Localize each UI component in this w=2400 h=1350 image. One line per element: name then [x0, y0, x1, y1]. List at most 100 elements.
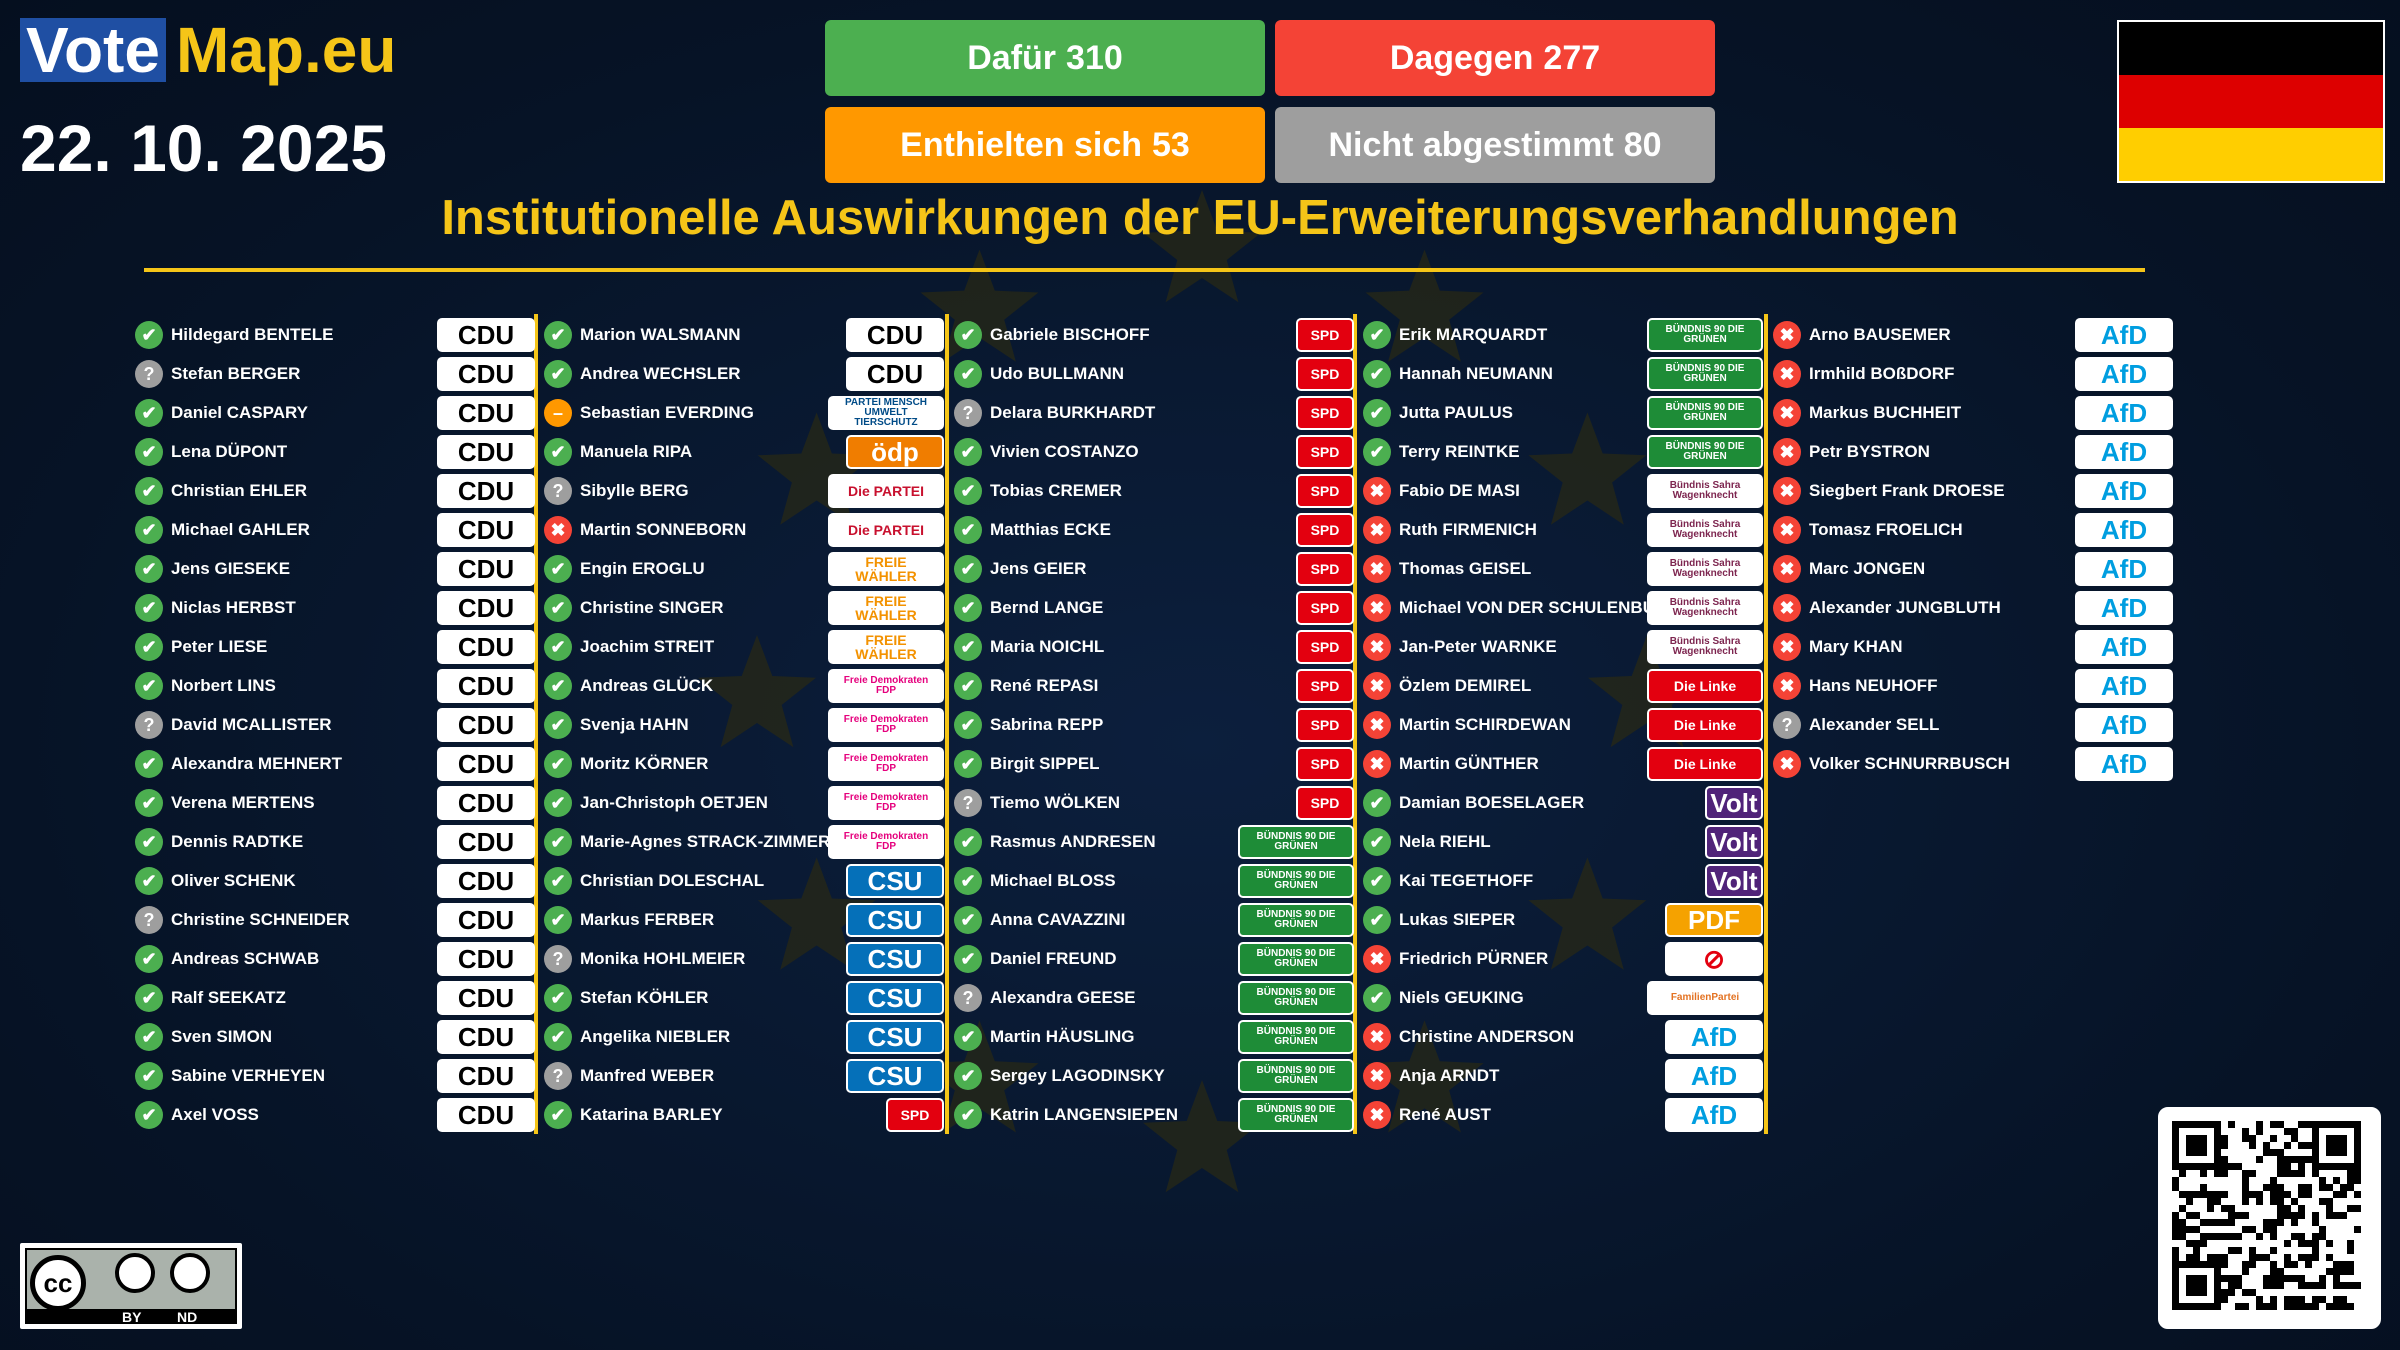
- qr-code[interactable]: [2158, 1107, 2381, 1329]
- member-name: Hildegard BENTELE: [171, 325, 334, 344]
- qr-module: [2347, 1268, 2354, 1275]
- qr-module: [2221, 1233, 2228, 1240]
- tally-button[interactable]: Nicht abgestimmt 80: [1275, 107, 1715, 183]
- qr-module: [2172, 1275, 2179, 1282]
- logo[interactable]: Vote Map.eu: [20, 18, 396, 82]
- party-logo: SPD: [1296, 552, 1354, 586]
- party-logo: Volt: [1705, 864, 1763, 898]
- member-name: Siegbert Frank DROESE: [1809, 481, 2005, 500]
- member-name: Michael VON DER SCHULENBURG: [1399, 598, 1647, 617]
- qr-module: [2179, 1170, 2186, 1177]
- vote-icon: ✔: [135, 750, 163, 778]
- party-logo: BÜNDNIS 90 DIE GRÜNEN: [1238, 903, 1354, 937]
- member-row: ✔ Michael GAHLER CDU: [135, 512, 535, 548]
- vote-icon: ✔: [954, 438, 982, 466]
- license-nd: ND: [177, 1309, 198, 1325]
- qr-module: [2326, 1212, 2333, 1219]
- qr-module: [2214, 1282, 2221, 1289]
- member-name: Hannah NEUMANN: [1399, 364, 1553, 383]
- qr-module: [2242, 1303, 2249, 1310]
- qr-module: [2277, 1205, 2284, 1212]
- qr-module: [2214, 1121, 2221, 1128]
- qr-module: [2214, 1191, 2221, 1198]
- vote-icon: ✖: [1363, 750, 1391, 778]
- party-logo: CSU: [846, 1020, 944, 1054]
- license-badge[interactable]: cc BY ND: [20, 1243, 242, 1329]
- qr-module: [2270, 1275, 2277, 1282]
- member-name: Jan-Peter WARNKE: [1399, 637, 1557, 656]
- vote-icon: ?: [954, 789, 982, 817]
- qr-module: [2214, 1170, 2221, 1177]
- member-name: Norbert LINS: [171, 676, 276, 695]
- party-logo: BÜNDNIS 90 DIE GRÜNEN: [1238, 1020, 1354, 1054]
- qr-module: [2298, 1205, 2305, 1212]
- member-name: Christian EHLER: [171, 481, 308, 500]
- qr-module: [2319, 1121, 2326, 1128]
- party-logo: AfD: [2075, 513, 2173, 547]
- member-row: ✔ Christian EHLER CDU: [135, 473, 535, 509]
- party-logo: SPD: [1296, 474, 1354, 508]
- qr-module: [2298, 1142, 2305, 1149]
- party-logo: Bündnis Sahra Wagenknecht: [1647, 513, 1763, 547]
- qr-module: [2312, 1240, 2319, 1247]
- party-logo: CDU: [437, 435, 535, 469]
- qr-module: [2179, 1121, 2186, 1128]
- star: [757, 412, 876, 525]
- member-row: ✔ Dennis RADTKE CDU: [135, 824, 535, 860]
- qr-module: [2214, 1198, 2221, 1205]
- member-row: ✔ Sergey LAGODINSKY BÜNDNIS 90 DIE GRÜNEN: [954, 1058, 1354, 1094]
- party-logo: SPD: [1296, 357, 1354, 391]
- member-row: ✔ Anna CAVAZZINI BÜNDNIS 90 DIE GRÜNEN: [954, 902, 1354, 938]
- qr-module: [2263, 1275, 2270, 1282]
- tally-count: 53: [1152, 125, 1190, 164]
- qr-module: [2172, 1261, 2179, 1268]
- member-row: ✔ Tobias CREMER SPD: [954, 473, 1354, 509]
- qr-module: [2319, 1163, 2326, 1170]
- member-row: ✖ Arno BAUSEMER AfD: [1773, 317, 2173, 353]
- qr-module: [2291, 1275, 2298, 1282]
- qr-module: [2284, 1156, 2291, 1163]
- date: 22. 10. 2025: [20, 111, 387, 185]
- party-logo: CDU: [437, 474, 535, 508]
- qr-module: [2214, 1128, 2221, 1135]
- member-row: ✖ Martin SONNEBORN Die PARTEI: [544, 512, 944, 548]
- member-row: ✖ Fabio DE MASI Bündnis Sahra Wagenknecht: [1363, 473, 1763, 509]
- member-name: David MCALLISTER: [171, 715, 332, 734]
- member-name: Sibylle BERG: [580, 481, 689, 500]
- vote-icon: ?: [135, 360, 163, 388]
- member-row: ✔ Sven SIMON CDU: [135, 1019, 535, 1055]
- qr-module: [2305, 1121, 2312, 1128]
- qr-module: [2221, 1191, 2228, 1198]
- vote-icon: ✔: [544, 867, 572, 895]
- license-by: BY: [122, 1309, 142, 1325]
- qr-module: [2284, 1142, 2291, 1149]
- qr-module: [2277, 1121, 2284, 1128]
- member-row: ✔ Katrin LANGENSIEPEN BÜNDNIS 90 DIE GRÜNE…: [954, 1097, 1354, 1133]
- vote-icon: ✖: [1773, 633, 1801, 661]
- member-row: ? Monika HOHLMEIER CSU: [544, 941, 944, 977]
- tally-label: Dafür: [967, 38, 1057, 77]
- qr-module: [2333, 1212, 2340, 1219]
- member-name: Andreas SCHWAB: [171, 949, 320, 968]
- qr-module: [2214, 1289, 2221, 1296]
- vote-icon: ✔: [954, 516, 982, 544]
- member-row: ✔ Daniel FREUND BÜNDNIS 90 DIE GRÜNEN: [954, 941, 1354, 977]
- vote-icon: ✔: [1363, 399, 1391, 427]
- star: [1365, 1020, 1484, 1133]
- party-logo: CSU: [846, 903, 944, 937]
- divider: [144, 268, 2145, 272]
- qr-module: [2172, 1177, 2179, 1184]
- tally-button[interactable]: Dagegen 277: [1275, 20, 1715, 96]
- member-name: Matthias ECKE: [990, 520, 1111, 539]
- qr-module: [2305, 1261, 2312, 1268]
- tally-button[interactable]: Dafür 310: [825, 20, 1265, 96]
- member-name: Terry REINTKE: [1399, 442, 1520, 461]
- qr-module: [2207, 1261, 2214, 1268]
- member-name: Moritz KÖRNER: [580, 754, 709, 773]
- member-name: Anja ARNDT: [1399, 1066, 1500, 1085]
- qr-module: [2179, 1191, 2186, 1198]
- tally-button[interactable]: Enthielten sich 53: [825, 107, 1265, 183]
- qr-module: [2298, 1233, 2305, 1240]
- member-name: Tiemo WÖLKEN: [990, 793, 1121, 812]
